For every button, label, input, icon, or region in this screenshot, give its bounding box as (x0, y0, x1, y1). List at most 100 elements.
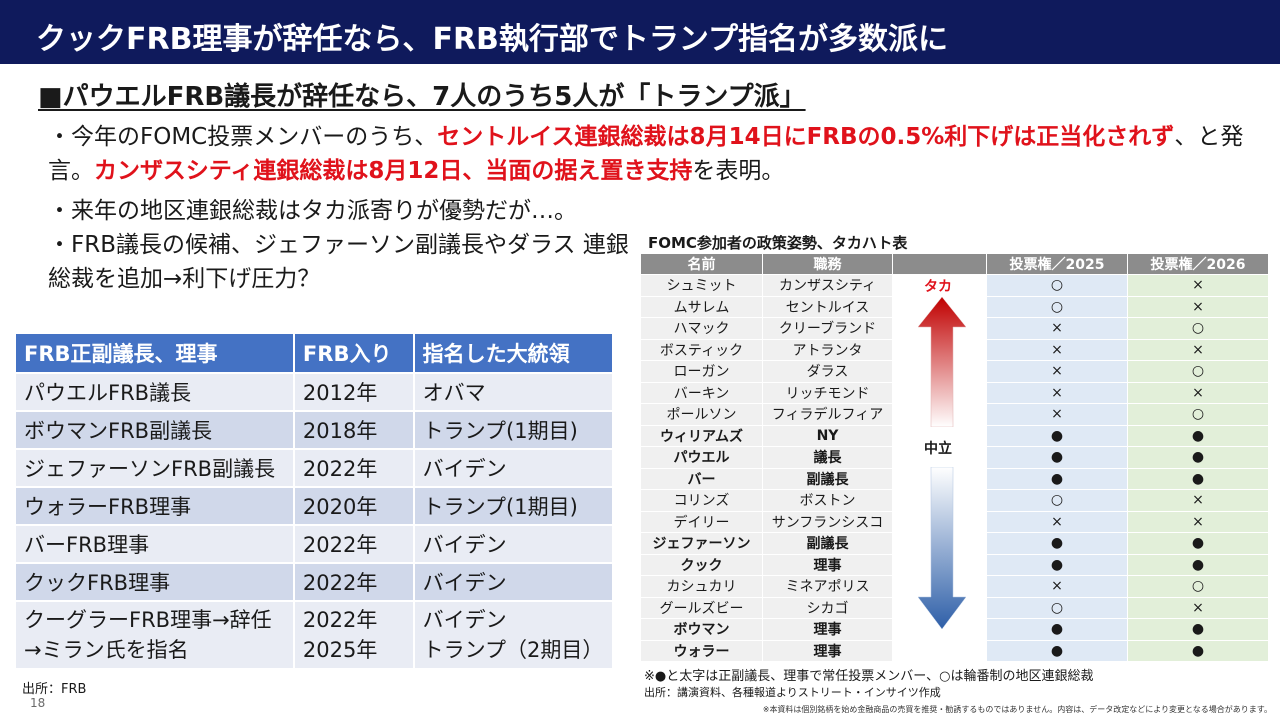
member-role: セントルイス (762, 295, 893, 318)
subheading: ■パウエルFRB議長が辞任なら、7人のうち5人が「トランプ派」 (38, 82, 806, 112)
cell-president: トランプ(1期目) (414, 412, 612, 448)
member-name: ポールソン (640, 403, 763, 426)
vote-2026: ○ (1127, 575, 1269, 598)
member-stance (892, 424, 987, 447)
member-role: カンザスシティ (762, 274, 893, 297)
member-name: カシュカリ (640, 575, 763, 598)
member-name: ボウマン (640, 618, 763, 641)
vote-2025: × (986, 317, 1128, 340)
hawk-dove-row: クック 理事 ● ● (640, 553, 1269, 576)
hawk-label: タカ (924, 279, 952, 295)
member-role: 副議長 (762, 532, 893, 555)
member-role: 理事 (762, 639, 893, 662)
member-role: ダラス (762, 360, 893, 383)
table-row: クーグラーFRB理事→辞任 →ミラン氏を指名 2022年 2025年 バイデン トラン… (16, 602, 612, 668)
hawk-dove-row: ボウマン 理事 ● ● (640, 618, 1269, 641)
hawk-dove-header-row: 名前 職務 投票権／2025 投票権／2026 (640, 253, 1269, 275)
member-role: リッチモンド (762, 381, 893, 404)
dove-arrow-icon (918, 467, 966, 629)
vote-2026: × (1127, 381, 1269, 404)
cell-president: バイデン (414, 526, 612, 562)
member-role: 副議長 (762, 467, 893, 490)
disclaimer: ※本資料は個別銘柄を始め金融商品の売買を推奨・勧誘するものではありません。内容は… (762, 705, 1272, 714)
cell-year: 2012年 (294, 374, 413, 410)
vote-2025: ○ (986, 489, 1128, 512)
bullet-1-mid: 、と発言。 (48, 124, 1244, 184)
vote-2026: ● (1127, 532, 1269, 555)
vote-2025: × (986, 510, 1128, 533)
title-bar: クックFRB理事が辞任なら、FRB執行部でトランプ指名が多数派に (0, 0, 1280, 64)
hawk-arrow-icon (918, 297, 966, 427)
member-stance (892, 446, 987, 469)
vote-2025: ● (986, 553, 1128, 576)
cell-year: 2020年 (294, 488, 413, 524)
vote-2026: ○ (1127, 403, 1269, 426)
hawk-dove-row: グールズビー シカゴ ○ × (640, 596, 1269, 619)
table-row: ジェファーソンFRB副議長 2022年 バイデン (16, 450, 612, 486)
bullet-1-highlight-stlouis: セントルイス連銀総裁は8月14日にFRBの0.5%利下げは正当化されず (437, 124, 1175, 150)
vote-2025: × (986, 360, 1128, 383)
vote-2025: ○ (986, 596, 1128, 619)
hawk-dove-row: ムサレム セントルイス ○ × (640, 295, 1269, 318)
cell-year: 2022年 (294, 526, 413, 562)
neutral-label: 中立 (924, 441, 952, 457)
vote-2026: ● (1127, 639, 1269, 662)
vote-2025: ● (986, 446, 1128, 469)
hawk-dove-table-title: FOMC参加者の政策姿勢、タカハト表 (648, 234, 908, 252)
vote-2026: ● (1127, 618, 1269, 641)
member-role: クリーブランド (762, 317, 893, 340)
header-joined: FRB入り (294, 334, 413, 372)
source-note-left: 出所：FRB (22, 682, 87, 697)
member-role: 理事 (762, 618, 893, 641)
member-role: 理事 (762, 553, 893, 576)
hawk-dove-row: バー 副議長 ● ● (640, 467, 1269, 490)
vote-2025: ● (986, 639, 1128, 662)
cell-president: バイデン (414, 450, 612, 486)
member-name: ウィリアムズ (640, 424, 763, 447)
source-note-right: 出所：講演資料、各種報道よりストリート・インサイツ作成 (644, 686, 941, 699)
hawk-dove-row: ハマック クリーブランド × ○ (640, 317, 1269, 340)
header-vote-2025: 投票権／2025 (986, 253, 1128, 275)
bullet-1-highlight-kc: カンザスシティ連銀総裁は8月12日、当面の据え置き支持 (94, 158, 693, 184)
member-role: ボストン (762, 489, 893, 512)
vote-2025: ● (986, 618, 1128, 641)
header-role: 職務 (762, 253, 893, 275)
cell-year-line2: 2025年 (302, 638, 378, 662)
vote-2026: × (1127, 338, 1269, 361)
hawk-dove-row: ローガン ダラス × ○ (640, 360, 1269, 383)
frb-governors-table: FRB正副議長、理事 FRB入り 指名した大統領 パウエルFRB議長 2012年オ… (14, 332, 614, 670)
table-header-row: FRB正副議長、理事 FRB入り 指名した大統領 (16, 334, 612, 372)
member-name: デイリー (640, 510, 763, 533)
bullet-1-suffix: を表明。 (692, 158, 785, 184)
bullet-chair-candidates: ・FRB議長の候補、ジェファーソン副議長やダラス 連銀総裁を追加→利下げ圧力？ (48, 232, 629, 292)
cell-year: 2018年 (294, 412, 413, 448)
member-name: ムサレム (640, 295, 763, 318)
hawk-dove-row: パウエル 議長 ● ● (640, 446, 1269, 469)
vote-2026: × (1127, 596, 1269, 619)
table-row: パウエルFRB議長 2012年 オバマ (16, 374, 612, 410)
cell-year: 2022年 2025年 (294, 602, 413, 668)
table-row: バーFRB理事 2022年 バイデン (16, 526, 612, 562)
cell-president-line1: バイデン (422, 608, 507, 632)
member-name: バーキン (640, 381, 763, 404)
table-row: ウォラーFRB理事 2020年 トランプ(1期目) (16, 488, 612, 524)
member-name: ジェファーソン (640, 532, 763, 555)
header-vote-2026: 投票権／2026 (1127, 253, 1269, 275)
cell-name: バーFRB理事 (16, 526, 293, 562)
vote-2025: ○ (986, 274, 1128, 297)
member-name: シュミット (640, 274, 763, 297)
hawk-dove-row: ウィリアムズ NY ● ● (640, 424, 1269, 447)
vote-2025: × (986, 338, 1128, 361)
member-name: ウォラー (640, 639, 763, 662)
cell-name: パウエルFRB議長 (16, 374, 293, 410)
member-name: クック (640, 553, 763, 576)
member-role: サンフランシスコ (762, 510, 893, 533)
member-name: ボスティック (640, 338, 763, 361)
member-role: アトランタ (762, 338, 893, 361)
cell-president: バイデン トランプ（2期目） (414, 602, 612, 668)
cell-president: オバマ (414, 374, 612, 410)
vote-2025: × (986, 403, 1128, 426)
header-president: 指名した大統領 (414, 334, 612, 372)
bullet-regional-presidents: ・来年の地区連銀総裁はタカ派寄りが優勢だが…。 (48, 198, 577, 224)
cell-name-line1: クーグラーFRB理事→辞任 (24, 608, 272, 632)
